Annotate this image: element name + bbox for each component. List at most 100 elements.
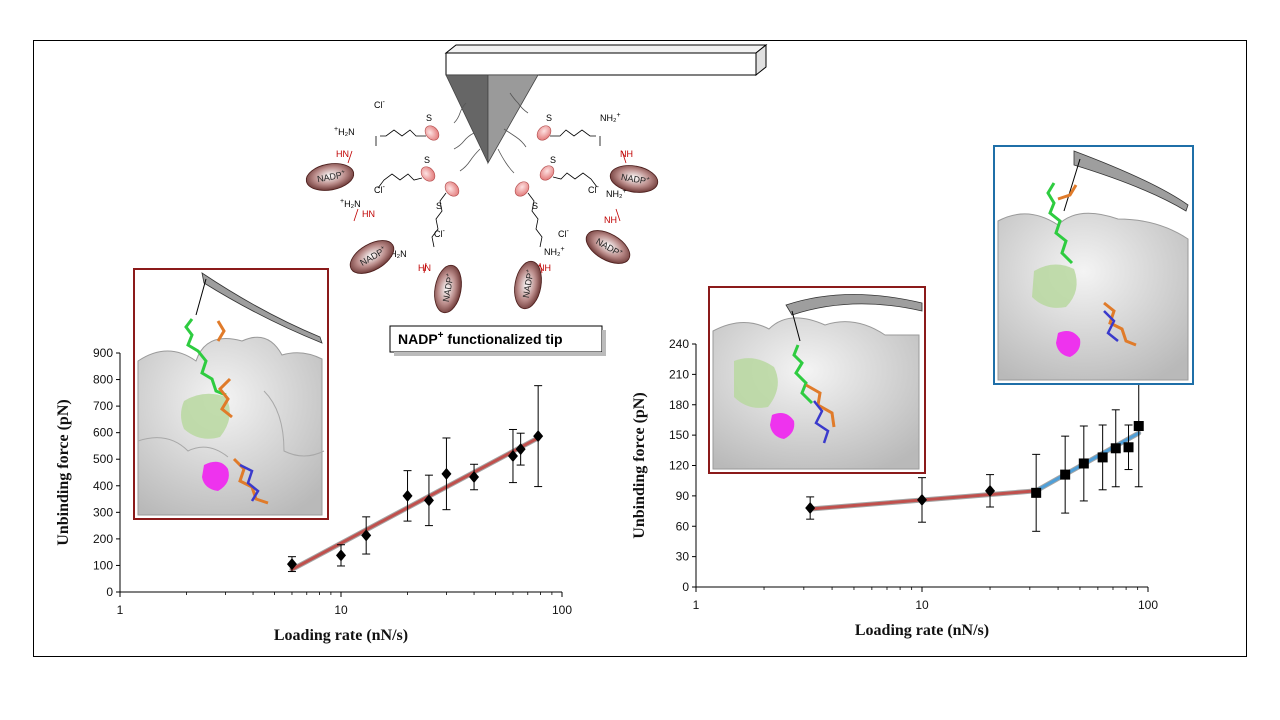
y-tick-label: 100: [93, 558, 113, 572]
linker-chains: [453, 92, 529, 174]
x-axis-title: Loading rate (nN/s): [855, 622, 989, 639]
svg-text:NADP+: NADP+: [316, 169, 346, 184]
afm-tip-schematic: S S S S S S Cl- Cl- Cl- Cl- Cl- +H₂N +H₂…: [305, 43, 768, 356]
nadp-binding-site: [734, 358, 778, 408]
nadp-molecules: NADP+ NADP+ NADP+ NADP+ NADP+ NADP+: [305, 163, 659, 314]
data-point: [1031, 487, 1042, 498]
y-tick-label: 240: [669, 337, 689, 351]
chem-bonds: [375, 129, 601, 248]
y-tick-label: 90: [676, 489, 690, 503]
x-tick-label: 10: [915, 598, 929, 612]
protein-surface: [712, 317, 920, 470]
fit-line: [290, 436, 540, 571]
y-tick-label: 300: [93, 505, 113, 519]
amidinium-label: +H₂N: [334, 126, 355, 137]
hn-label: HN: [362, 209, 375, 219]
data-point: [1060, 469, 1071, 480]
y-tick-label: 900: [93, 346, 113, 360]
x-tick-label: 1: [693, 598, 700, 612]
x-tick-label: 1: [117, 603, 124, 617]
amidinium-label: NH₂+: [606, 188, 627, 199]
data-point: [1078, 458, 1089, 469]
s-atom-label: S: [550, 155, 556, 165]
ligand-stick: [1046, 182, 1074, 265]
data-point: [441, 467, 452, 480]
amidinium-label: NH₂+: [544, 246, 565, 257]
x-tick-label: 100: [1138, 598, 1158, 612]
amidinium-label: +H₂N: [340, 198, 361, 209]
y-axis-title: Unbinding force (pN): [55, 399, 72, 545]
y-tick-label: 150: [669, 428, 689, 442]
chart-left: 0 100 200 300 400 500 600 700 800 900 1 10 100 Loadin…: [55, 346, 572, 644]
chloride-label: Cl-: [374, 184, 386, 195]
s-atom-label: S: [426, 113, 432, 123]
thiol-drops: [420, 125, 555, 197]
data-point: [361, 529, 372, 542]
data-point: [402, 489, 413, 502]
data-point: [1133, 421, 1144, 432]
y-tick-label: 400: [93, 479, 113, 493]
tip-label-box: NADP+ functionalized tip: [389, 325, 606, 356]
nadp-binding-site: [1032, 264, 1077, 308]
data-point: [1110, 443, 1121, 454]
s-atom-label: S: [424, 155, 430, 165]
data-point: [985, 484, 996, 497]
svg-text:NADP+: NADP+: [620, 172, 650, 187]
y-tick-label: 180: [669, 398, 689, 412]
x-tick-label: 10: [334, 603, 348, 617]
nadp-ellipse: NADP+: [585, 230, 631, 264]
s-atom-label: S: [546, 113, 552, 123]
data-point: [469, 471, 480, 484]
tip-label: NADP+ functionalized tip: [398, 330, 563, 347]
y-tick-label: 500: [93, 452, 113, 466]
data-point: [917, 493, 927, 506]
nadp-binding-site: [181, 393, 230, 439]
hn-label: HN: [336, 149, 349, 159]
y-tick-label: 60: [676, 519, 690, 533]
ligand-stick: [792, 344, 814, 405]
amidinium-label: NH₂+: [600, 112, 621, 123]
y-tick-label: 0: [106, 585, 113, 599]
nadp-ellipse: NADP+: [514, 260, 542, 310]
nh-label: NH: [620, 149, 633, 159]
cantilever-icon: [201, 272, 323, 344]
figure-canvas: S S S S S S Cl- Cl- Cl- Cl- Cl- +H₂N +H₂…: [55, 43, 1194, 644]
data-point: [1097, 452, 1108, 463]
y-tick-label: 700: [93, 399, 113, 413]
protein-surface: [137, 336, 323, 516]
active-site: [770, 413, 795, 439]
nadp-ellipse: NADP+: [434, 264, 462, 314]
s-atom-label: S: [436, 201, 442, 211]
right-inset-blue: [993, 145, 1194, 385]
y-tick-label: 210: [669, 367, 689, 381]
nadp-ellipse: NADP+: [349, 240, 395, 274]
data-point: [1123, 442, 1134, 453]
chart-right: 0 30 60 90 120 150 180 210 240 1 10 100 Loading rate…: [631, 337, 1158, 639]
chloride-label: Cl-: [588, 184, 600, 195]
data-point: [286, 558, 297, 571]
pyramidal-tip: [445, 74, 539, 165]
y-axis-title: Unbinding force (pN): [631, 392, 648, 538]
chloride-label: Cl-: [374, 99, 386, 110]
ligand-stick: [184, 318, 227, 397]
data-point: [336, 549, 346, 562]
data-point: [507, 450, 518, 463]
left-inset: [133, 268, 329, 520]
right-inset-red: [708, 286, 926, 474]
protein-surface: [997, 212, 1189, 381]
y-tick-label: 600: [93, 426, 113, 440]
y-tick-label: 200: [93, 532, 113, 546]
cantilever-icon: [1073, 150, 1189, 212]
s-atom-label: S: [532, 201, 538, 211]
data-point: [423, 494, 434, 507]
x-axis-title: Loading rate (nN/s): [274, 627, 408, 644]
cantilever: [444, 43, 768, 77]
chem-nh-bonds: [347, 150, 627, 274]
chloride-label: Cl-: [434, 228, 446, 239]
y-tick-label: 0: [682, 580, 689, 594]
nadp-ellipse: NADP+: [609, 165, 659, 193]
data-point: [805, 502, 816, 515]
data-point: [533, 430, 544, 443]
x-tick-label: 100: [552, 603, 572, 617]
nadp-ellipse: NADP+: [305, 163, 355, 191]
